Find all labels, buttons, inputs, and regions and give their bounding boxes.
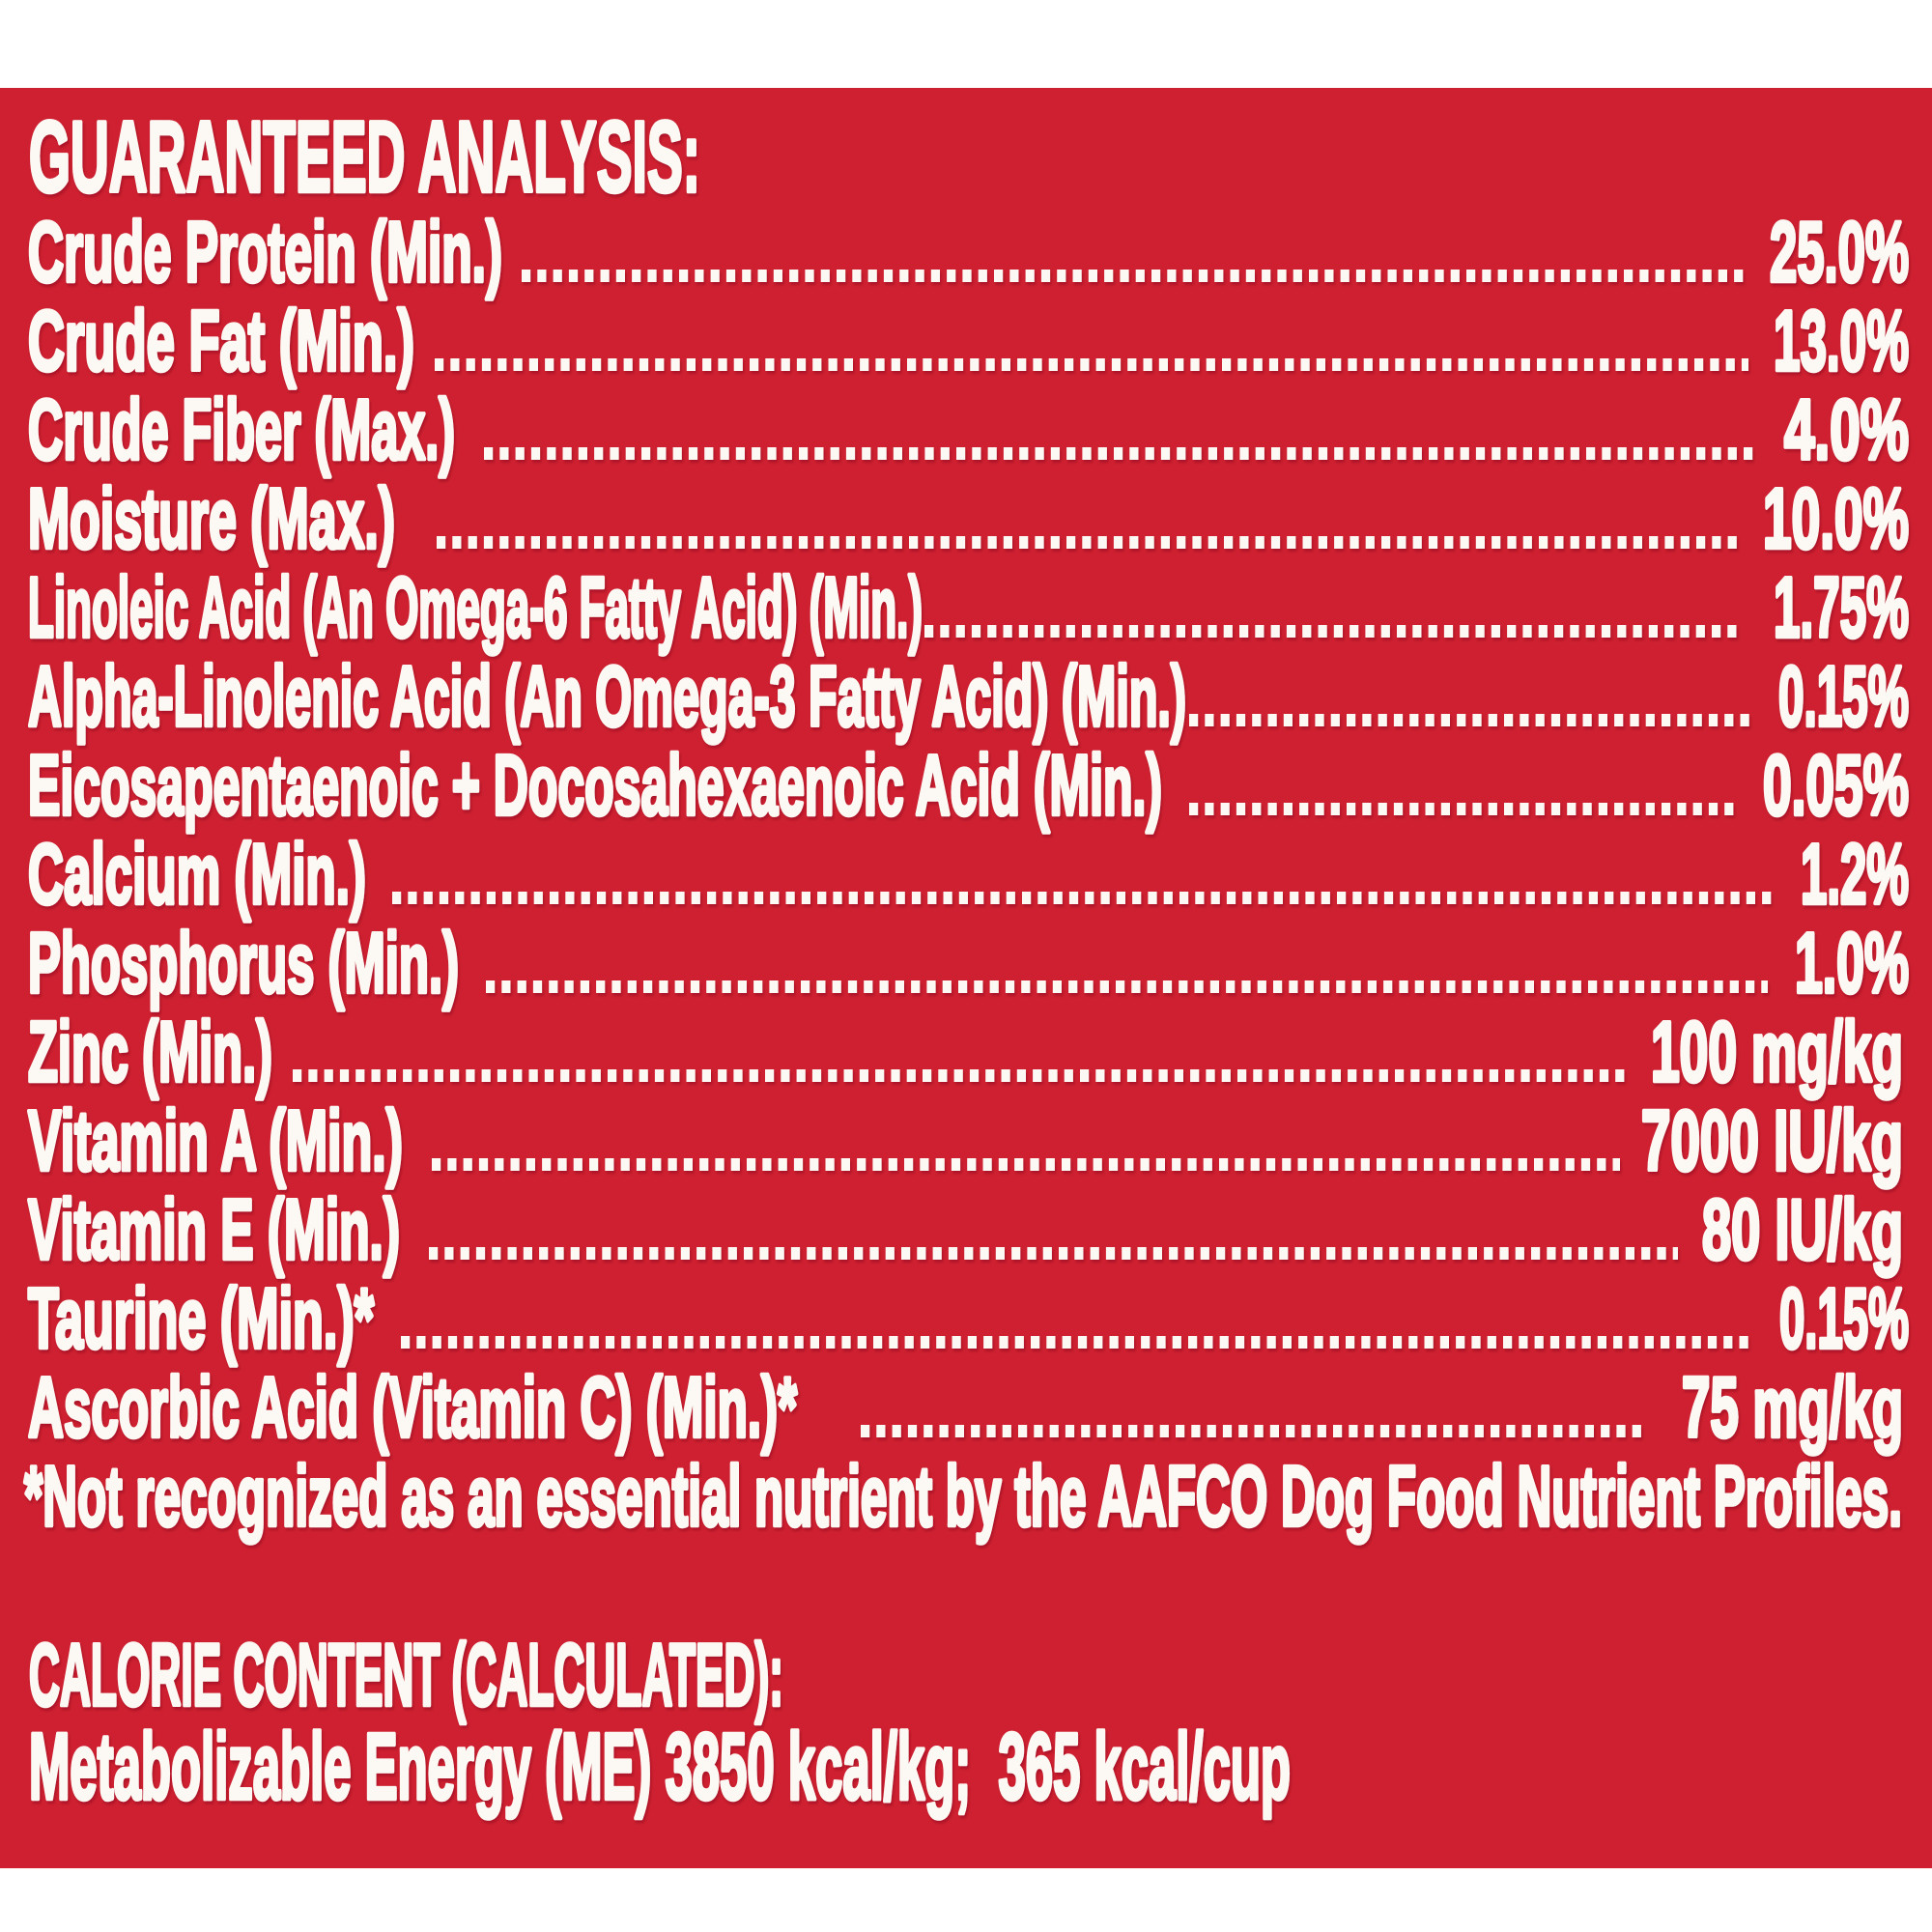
svg-text:0.15%: 0.15% xyxy=(1778,648,1909,744)
svg-text:13.0%: 13.0% xyxy=(1774,293,1909,388)
svg-text:10.0%: 10.0% xyxy=(1763,470,1909,566)
svg-text:Phosphorus (Min.): Phosphorus (Min.) xyxy=(28,915,459,1010)
svg-text:0.05%: 0.05% xyxy=(1763,737,1909,833)
svg-text:1.2%: 1.2% xyxy=(1801,826,1909,922)
svg-text:Ascorbic Acid (Vitamin C) (Min: Ascorbic Acid (Vitamin C) (Min.)* xyxy=(28,1359,797,1455)
svg-text:75 mg/kg: 75 mg/kg xyxy=(1682,1359,1903,1455)
svg-text:1.75%: 1.75% xyxy=(1774,559,1909,655)
svg-text:*Not recognized as an essentia: *Not recognized as an essential nutrient… xyxy=(24,1448,1902,1544)
svg-text:Taurine (Min.)*: Taurine (Min.)* xyxy=(28,1270,374,1366)
svg-text:Crude Fiber (Max.): Crude Fiber (Max.) xyxy=(28,382,455,477)
svg-text:80 IU/kg: 80 IU/kg xyxy=(1702,1181,1903,1277)
svg-text:0.15%: 0.15% xyxy=(1779,1270,1909,1366)
svg-text:Eicosapentaenoic + Docosahexae: Eicosapentaenoic + Docosahexaenoic Acid … xyxy=(28,737,1162,833)
svg-text:Crude Protein (Min.): Crude Protein (Min.) xyxy=(28,204,502,299)
svg-text:4.0%: 4.0% xyxy=(1784,382,1909,477)
svg-text:Crude Fat (Min.): Crude Fat (Min.) xyxy=(28,293,414,388)
svg-text:25.0%: 25.0% xyxy=(1770,204,1909,299)
svg-text:Linoleic Acid (An Omega-6 Fatt: Linoleic Acid (An Omega-6 Fatty Acid) (M… xyxy=(28,559,923,655)
svg-text:CALORIE CONTENT (CALCULATED):: CALORIE CONTENT (CALCULATED): xyxy=(29,1627,783,1724)
svg-text:Calcium (Min.): Calcium (Min.) xyxy=(28,826,366,922)
svg-text:7000 IU/kg: 7000 IU/kg xyxy=(1641,1093,1903,1188)
svg-text:1.0%: 1.0% xyxy=(1795,915,1909,1010)
svg-text:Vitamin E (Min.): Vitamin E (Min.) xyxy=(28,1181,400,1277)
svg-text:Metabolizable Energy (ME) 3850: Metabolizable Energy (ME) 3850 kcal/kg; … xyxy=(29,1714,1291,1819)
svg-text:Zinc (Min.): Zinc (Min.) xyxy=(28,1004,272,1099)
svg-text:100 mg/kg: 100 mg/kg xyxy=(1651,1004,1903,1099)
svg-text:Moisture (Max.): Moisture (Max.) xyxy=(28,470,395,566)
svg-text:Vitamin A (Min.): Vitamin A (Min.) xyxy=(28,1093,403,1188)
svg-text:GUARANTEED ANALYSIS:: GUARANTEED ANALYSIS: xyxy=(29,101,700,213)
svg-text:Alpha-Linolenic Acid (An Omega: Alpha-Linolenic Acid (An Omega-3 Fatty A… xyxy=(28,648,1186,744)
